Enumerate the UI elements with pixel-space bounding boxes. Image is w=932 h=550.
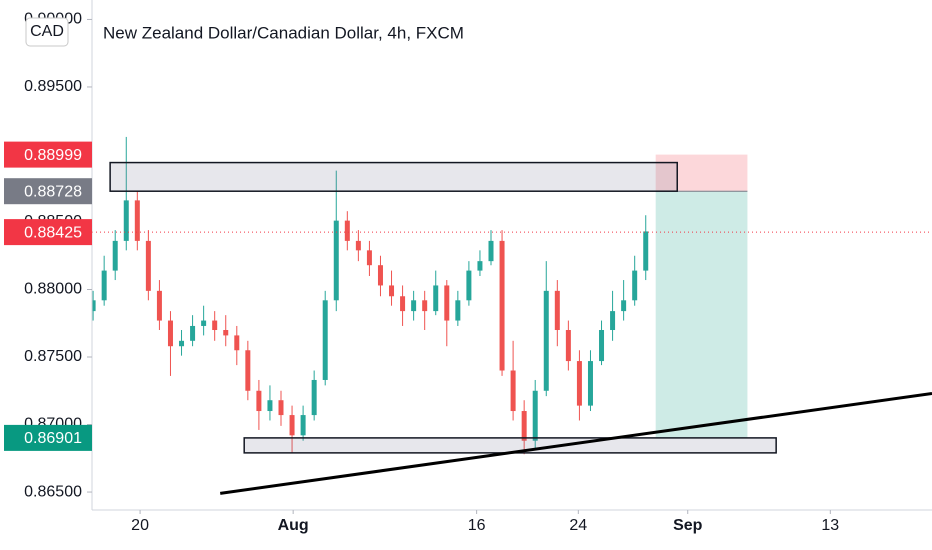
candle-body [543, 290, 549, 391]
candle-body [411, 300, 417, 312]
candle-body [245, 350, 251, 391]
x-tick-label: 13 [821, 517, 839, 534]
position-stop-zone [655, 154, 748, 192]
price-axis-bg [0, 0, 92, 550]
candle-body [167, 320, 173, 347]
currency-box[interactable] [25, 17, 69, 47]
candle-body [234, 335, 240, 351]
candle-body [532, 390, 538, 441]
price-badge [4, 178, 92, 205]
candle-body [145, 240, 151, 291]
candle-body [267, 400, 273, 412]
plot-area: 20 Aug 16 24 Sep 13 [90, 136, 932, 534]
candle-body [422, 300, 428, 312]
x-tick-label: 20 [131, 517, 149, 534]
candle-body [190, 325, 196, 341]
candle-body [521, 411, 527, 441]
candle-body [123, 200, 129, 241]
x-tick-label: Aug [278, 517, 309, 534]
candle-body [599, 330, 605, 362]
candle-body [587, 361, 593, 406]
candle-body [212, 320, 218, 331]
y-tick-label: 0.88000 [24, 281, 82, 298]
price-axis: 0.865000.870000.875000.880000.885000.890… [0, 0, 93, 550]
price-badge-label: 0.86901 [24, 430, 82, 447]
candle-body [554, 290, 560, 331]
candle-body [289, 415, 295, 436]
price-badge [4, 219, 92, 246]
price-badge-label: 0.88728 [24, 183, 82, 200]
candle-body [311, 379, 317, 416]
candle-body [201, 320, 207, 326]
candle-body [400, 296, 406, 312]
candle-body [466, 270, 472, 301]
y-tick-label: 0.87500 [24, 348, 82, 365]
candle-body [477, 261, 483, 271]
candle-body [179, 340, 185, 347]
y-tick-label: 0.86500 [24, 483, 82, 500]
candle-body [444, 285, 450, 321]
candle-body [223, 330, 229, 336]
candle-body [377, 265, 383, 286]
candle-body [156, 290, 162, 321]
candle-body [389, 285, 395, 297]
candle-body [455, 300, 461, 321]
candle-body [433, 285, 439, 312]
zone [109, 161, 678, 192]
price-badge-label: 0.88999 [24, 147, 82, 164]
candle-body [488, 240, 494, 262]
candle-body [610, 311, 616, 331]
x-tick-label: Sep [673, 517, 703, 534]
candle-body [90, 300, 96, 312]
candle-body [344, 220, 350, 241]
candle-body [632, 270, 638, 301]
candle-body [333, 220, 339, 301]
candle-body [101, 270, 107, 301]
candle-body [565, 330, 571, 362]
candle-body [510, 370, 516, 412]
candle-body [112, 240, 118, 271]
price-badge-label: 0.88425 [24, 224, 82, 241]
candle-body [278, 400, 284, 416]
x-tick-label: 16 [468, 517, 486, 534]
x-tick-label: 24 [569, 517, 587, 534]
candle-body [576, 361, 582, 406]
price-badge [4, 424, 92, 451]
y-tick-label: 0.89500 [24, 78, 82, 95]
zone [243, 437, 777, 454]
currency-label[interactable]: CAD [30, 23, 64, 40]
candle-body [256, 390, 262, 412]
trendline [220, 391, 932, 495]
chart-title: New Zealand Dollar/Canadian Dollar, 4h, … [103, 23, 464, 42]
candle-body [322, 300, 328, 380]
candle-body [499, 240, 505, 371]
candle-body [366, 250, 372, 266]
price-badge [4, 141, 92, 168]
candle-body [134, 200, 140, 241]
candle-body [621, 300, 627, 312]
position-target-zone [655, 191, 748, 438]
candle-body [643, 231, 649, 271]
candle-body [300, 415, 306, 436]
candle-body [355, 240, 361, 251]
